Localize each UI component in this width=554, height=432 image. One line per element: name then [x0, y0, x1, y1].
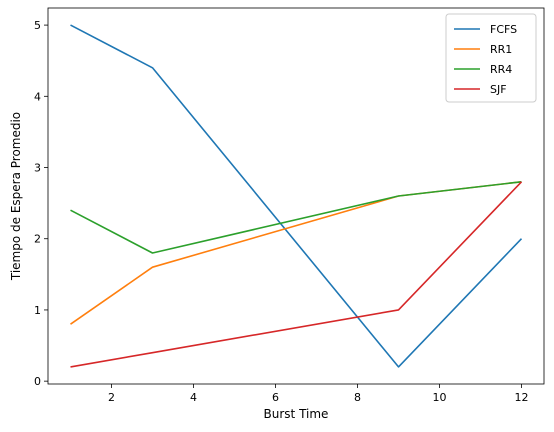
- legend-label-sjf: SJF: [490, 83, 507, 96]
- legend-label-rr1: RR1: [490, 43, 512, 56]
- x-tick-label: 10: [432, 391, 446, 404]
- x-tick-label: 8: [354, 391, 361, 404]
- y-tick-label: 1: [34, 304, 41, 317]
- x-tick-label: 12: [514, 391, 528, 404]
- legend-label-fcfs: FCFS: [490, 23, 517, 36]
- x-tick-label: 6: [272, 391, 279, 404]
- x-tick-label: 2: [108, 391, 115, 404]
- series-line-sjf: [70, 181, 523, 368]
- x-axis-ticks: 2 4 6 8 10 12: [108, 384, 528, 404]
- y-axis-label: Tiempo de Espera Promedio: [9, 112, 23, 281]
- y-axis-ticks: 0 1 2 3 4 5: [34, 19, 48, 388]
- series-layer: [70, 24, 523, 368]
- legend-box: [445, 13, 537, 103]
- y-tick-label: 4: [34, 90, 41, 103]
- y-tick-label: 0: [34, 375, 41, 388]
- x-axis-label: Burst Time: [264, 407, 329, 421]
- plot-area: [47, 7, 545, 385]
- y-tick-label: 2: [34, 233, 41, 246]
- series-line-rr4: [70, 181, 522, 254]
- y-tick-label: 5: [34, 19, 41, 32]
- x-tick-label: 4: [190, 391, 197, 404]
- y-tick-label: 3: [34, 162, 41, 175]
- plot-frame: [47, 7, 545, 385]
- legend-label-rr4: RR4: [490, 63, 512, 76]
- legend: FCFS RR1 RR4 SJF: [445, 13, 537, 103]
- series-line-fcfs: [70, 24, 523, 368]
